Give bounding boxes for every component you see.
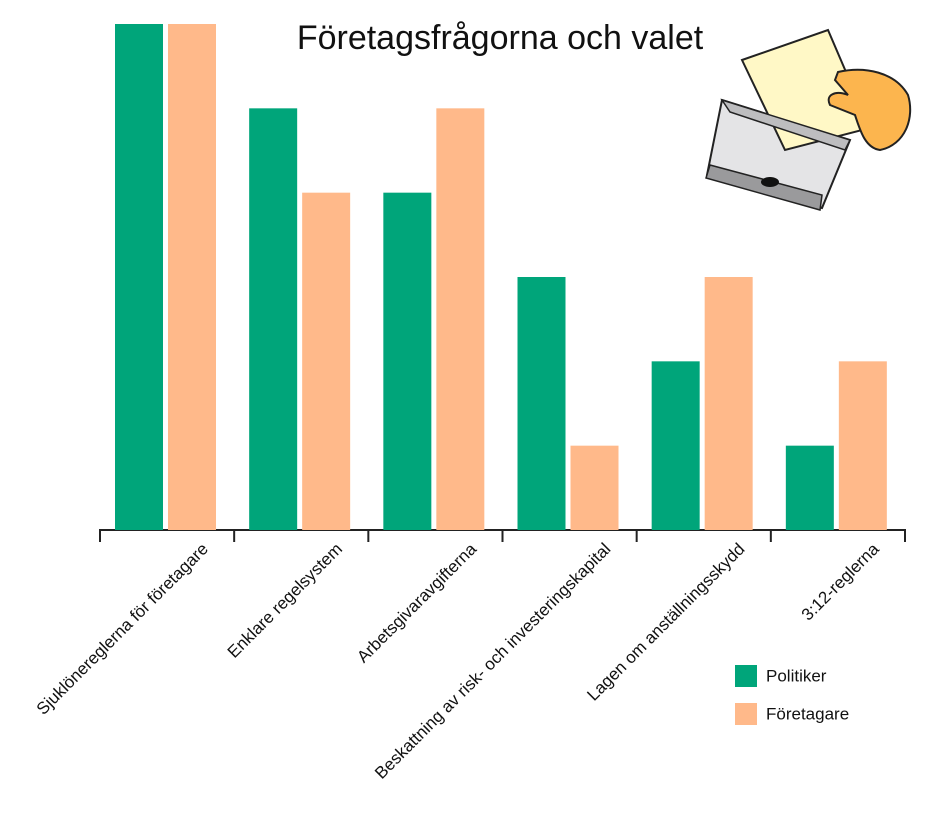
x-tick-label: Beskattning av risk- och investeringskap… [371,539,614,782]
ballot-illustration [705,28,912,211]
x-tick-label: Sjuklönereglerna för företagare [33,539,212,718]
bar [302,192,351,530]
bar [838,361,887,530]
chart-title: Företagsfrågorna och valet [297,19,704,57]
x-tick-label: 3:12-reglerna [798,539,883,624]
bar [115,24,163,530]
bar [383,192,432,530]
bar [651,361,700,530]
bar [517,277,566,530]
bar [704,277,753,530]
x-tick-label: Enklare regelsystem [224,539,346,661]
bar [785,445,834,530]
bar [168,24,216,530]
bar [570,445,619,530]
legend-swatch [735,703,757,725]
x-tick-label: Arbetsgivaravgifterna [353,539,480,666]
legend-label: Företagare [766,704,849,723]
legend-swatch [735,665,757,687]
bar [249,108,298,530]
x-tick-label: Lagen om anställningsskydd [583,539,748,704]
bar [436,108,485,530]
legend-label: Politiker [766,666,827,685]
